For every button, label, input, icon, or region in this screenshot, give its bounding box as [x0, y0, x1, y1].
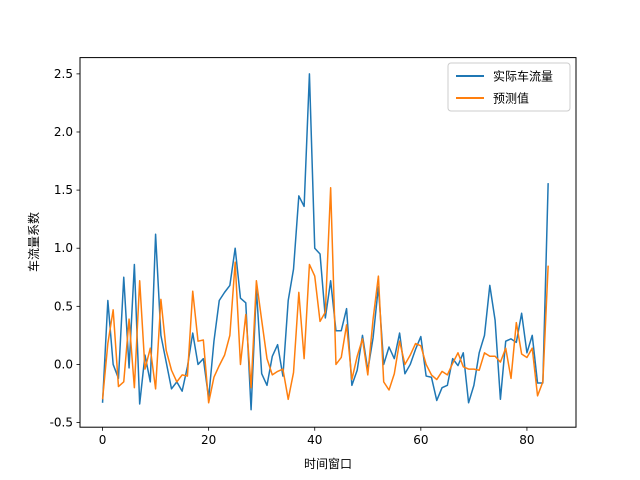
y-axis-label: 车流量系数: [26, 212, 41, 272]
x-tick-label: 20: [201, 433, 216, 447]
series-layer: [101, 73, 549, 411]
legend-label-actual: 实际车流量: [493, 69, 553, 84]
x-tick-label: 40: [307, 433, 322, 447]
y-tick-label: 0.0: [54, 357, 73, 371]
y-tick-label: 2.5: [54, 67, 73, 81]
plot-area-frame: [79, 57, 577, 428]
x-axis-ticks: 0 20 40 60 80: [99, 427, 535, 447]
y-axis-ticks: -0.5 0.0 0.5 1.0 1.5 2.0 2.5: [50, 67, 80, 430]
y-tick-label: 0.5: [54, 299, 73, 313]
legend-label-predicted: 预测值: [493, 91, 529, 106]
x-axis-label: 时间窗口: [304, 457, 352, 471]
x-tick-label: 0: [99, 433, 107, 447]
series-line-predicted: [101, 187, 549, 404]
x-tick-label: 80: [519, 433, 534, 447]
y-tick-label: 1.0: [54, 241, 73, 255]
y-tick-label: 2.0: [54, 125, 73, 139]
y-tick-label: 1.5: [54, 183, 73, 197]
legend: 实际车流量 预测值: [447, 62, 571, 112]
x-tick-label: 60: [413, 433, 428, 447]
y-tick-label: -0.5: [50, 416, 73, 430]
